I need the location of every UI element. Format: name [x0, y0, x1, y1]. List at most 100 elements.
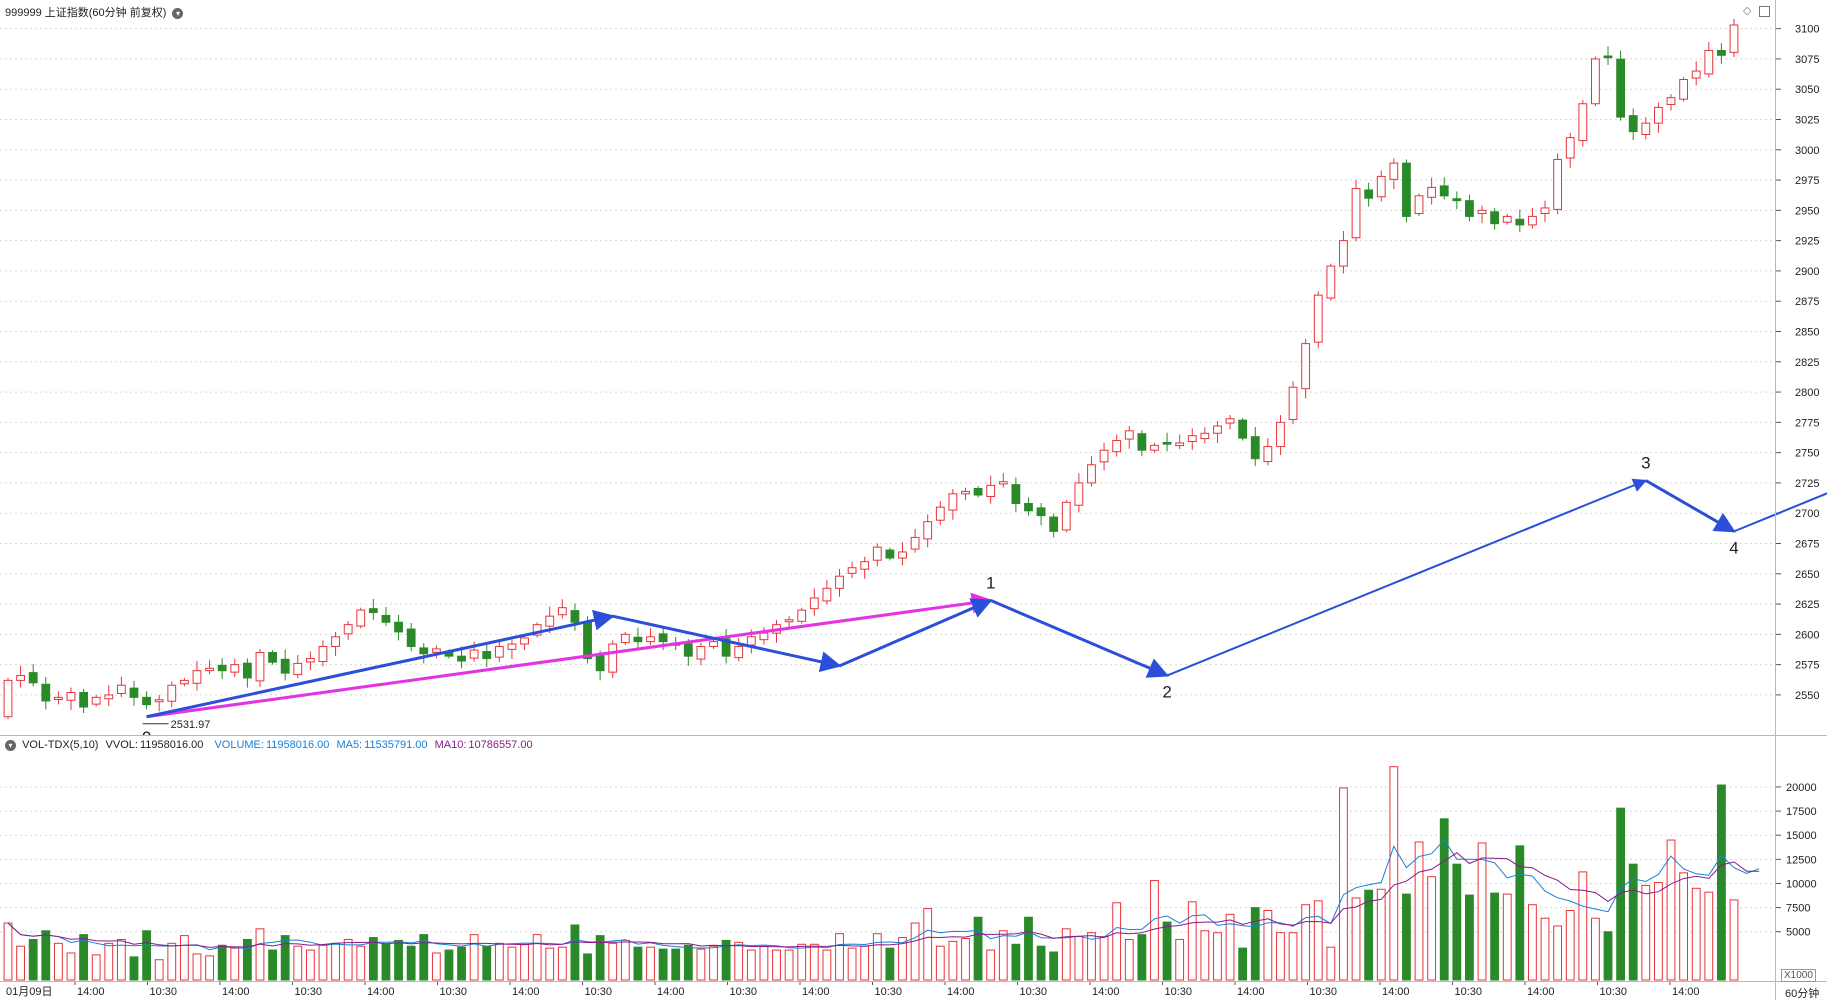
- volume-bar: [1691, 887, 1701, 981]
- candle-body: [809, 597, 819, 610]
- candle-body: [822, 587, 832, 602]
- candle: [242, 658, 252, 688]
- candle: [305, 651, 315, 671]
- candle-body: [1414, 195, 1424, 215]
- volume-bar: [1313, 900, 1323, 981]
- candle: [847, 561, 857, 579]
- candle: [3, 677, 13, 720]
- candle: [1414, 193, 1424, 216]
- volume-bar: [1439, 818, 1449, 981]
- candle: [28, 664, 38, 687]
- price-tick-label: 2675: [1795, 538, 1819, 550]
- candle: [986, 475, 996, 504]
- volume-bar: [1389, 766, 1399, 981]
- candle: [520, 634, 529, 651]
- axis-border: [1775, 0, 1776, 1000]
- candle-body: [1704, 49, 1714, 75]
- volume-bar: [898, 937, 907, 981]
- candle-body: [255, 652, 265, 682]
- candle: [1666, 94, 1676, 111]
- candle: [1654, 102, 1663, 133]
- candle-body: [368, 608, 378, 614]
- volume-bar: [268, 949, 277, 981]
- axis-separator: [0, 981, 1827, 982]
- candle: [1376, 170, 1386, 202]
- candle-body: [419, 647, 429, 655]
- time-tick-label: 10:30: [585, 986, 613, 998]
- candle: [217, 658, 227, 680]
- volume-bar: [419, 934, 429, 981]
- candle: [167, 681, 177, 708]
- price-tick-label: 2600: [1795, 629, 1819, 641]
- candle: [1427, 177, 1437, 205]
- volume-bar: [318, 944, 328, 981]
- volume-label: VOLUME:: [214, 739, 264, 751]
- volume-bar: [79, 934, 88, 981]
- volume-bar: [683, 944, 693, 981]
- candle: [318, 640, 328, 667]
- vvol-label: VVOL:: [105, 739, 138, 751]
- candle-body: [1225, 418, 1235, 424]
- volume-bar: [935, 945, 945, 981]
- candle-body: [1150, 444, 1159, 451]
- volume-bar: [734, 941, 744, 981]
- volume-bar: [973, 916, 983, 981]
- time-tick-label: 14:00: [367, 986, 395, 998]
- volume-grid: [0, 786, 1775, 933]
- volume-tick-label: 12500: [1786, 854, 1817, 866]
- time-tick-label: 14:00: [1672, 986, 1700, 998]
- volume-bar: [1565, 910, 1575, 981]
- diamond-icon[interactable]: ◇: [1743, 5, 1752, 17]
- volume-bar: [154, 959, 164, 981]
- time-tick-label: 10:30: [1455, 986, 1483, 998]
- volume-bar: [709, 945, 718, 981]
- time-tick-label: 14:00: [222, 986, 250, 998]
- candle-body: [1036, 507, 1046, 517]
- candle-body: [318, 645, 328, 662]
- wave-lines: [146, 478, 1827, 719]
- candle-body: [1502, 215, 1512, 223]
- candle-body: [507, 643, 517, 650]
- volume-tick-label: 20000: [1786, 782, 1817, 794]
- ma5-label: MA5:: [336, 739, 363, 751]
- candle-body: [1074, 482, 1084, 506]
- volume-chart[interactable]: 5000 7500 10000 12500 15000 17500 20000: [0, 736, 1827, 981]
- candle: [1528, 207, 1537, 229]
- dropdown-icon[interactable]: ▾: [172, 7, 184, 19]
- candle-body: [482, 651, 492, 660]
- volume-bar: [1477, 842, 1487, 981]
- volume-bar: [1175, 938, 1185, 981]
- time-tick-label: 10:30: [730, 986, 758, 998]
- candle-body: [1666, 97, 1676, 105]
- candle: [116, 676, 126, 698]
- volume-bar: [1276, 932, 1285, 981]
- candle: [1553, 153, 1563, 215]
- candle-body: [595, 655, 605, 672]
- candle-body: [3, 679, 13, 718]
- panel-icon[interactable]: [1758, 5, 1770, 17]
- candle: [1578, 100, 1588, 147]
- volume-bar: [230, 947, 240, 981]
- volume-bar: [986, 949, 996, 981]
- candle: [192, 660, 202, 691]
- price-chart[interactable]: 2550 2575 2600 2625 2650 2675 2700 2725 2750 2775…: [0, 0, 1827, 735]
- candle: [948, 488, 958, 520]
- volume-bar: [961, 937, 970, 981]
- volume-bar: [721, 939, 731, 981]
- candle-body: [973, 487, 983, 496]
- candle: [1250, 426, 1260, 466]
- candle-body: [570, 610, 580, 623]
- vol-indicator-name: VOL-TDX(5,10): [22, 739, 99, 751]
- dropdown-icon[interactable]: ▾: [5, 739, 16, 751]
- volume-tick-label: 10000: [1786, 878, 1817, 890]
- volume-bar: [557, 946, 567, 981]
- candle: [1024, 497, 1033, 516]
- candles: [3, 18, 1739, 720]
- candle: [696, 642, 706, 666]
- candle-body: [1540, 207, 1550, 215]
- candle-body: [1716, 49, 1726, 56]
- volume-bar: [595, 935, 605, 981]
- volume-bar: [1641, 884, 1651, 981]
- candle: [998, 473, 1008, 488]
- candle: [910, 528, 920, 553]
